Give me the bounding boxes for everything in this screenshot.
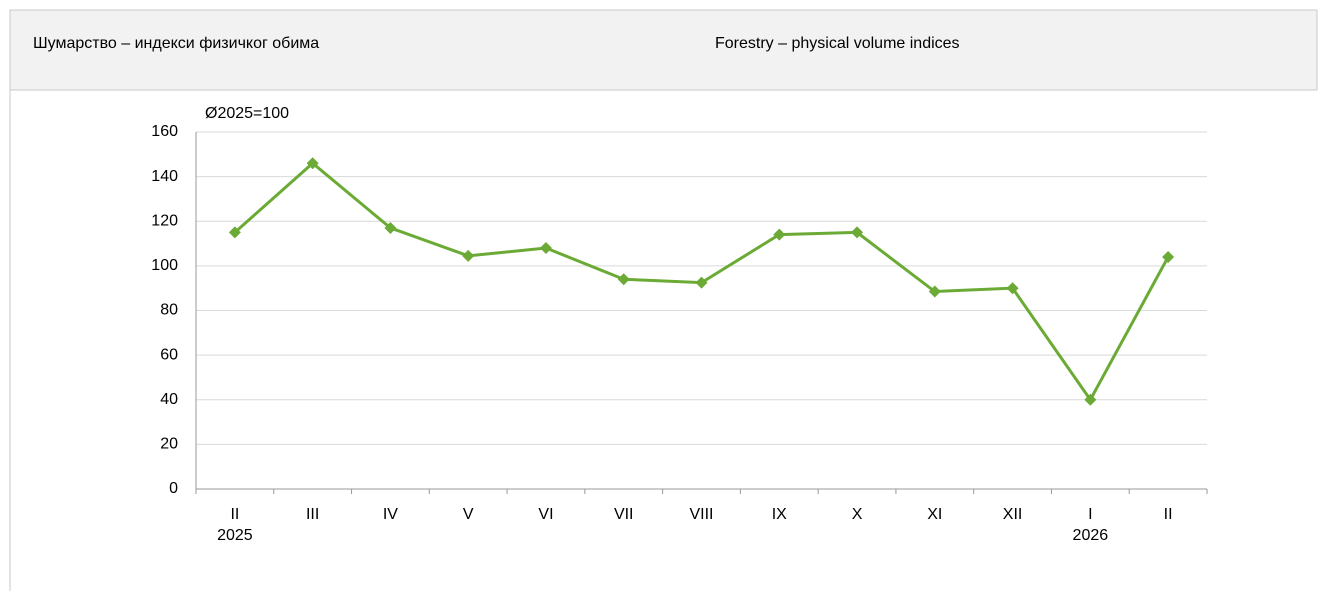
- point-marker: [228, 226, 241, 239]
- x-tick-label: V: [463, 506, 474, 523]
- x-tick-label: IX: [772, 506, 787, 523]
- point-marker: [539, 242, 552, 255]
- x-tick-label: III: [306, 506, 319, 523]
- x-tick-label: VI: [538, 506, 553, 523]
- x-tick-label: II: [230, 506, 239, 523]
- point-marker: [928, 285, 941, 298]
- point-marker: [695, 276, 708, 289]
- x-tick-label: XII: [1003, 506, 1023, 523]
- x-year-label: 2026: [1073, 527, 1109, 544]
- point-marker: [306, 157, 319, 170]
- point-marker: [384, 221, 397, 234]
- y-tick-label: 160: [151, 123, 178, 140]
- y-tick-label: 20: [160, 436, 178, 453]
- header-title-left: Шумарство – индекси физичког обима: [33, 35, 319, 52]
- y-tick-label: 80: [160, 302, 178, 319]
- x-tick-label: I: [1088, 506, 1092, 523]
- point-marker: [1162, 250, 1175, 263]
- y-axis-label: Ø2025=100: [205, 105, 289, 122]
- point-marker: [851, 226, 864, 239]
- x-tick-label: VII: [614, 506, 634, 523]
- point-marker: [617, 273, 630, 286]
- point-marker: [1006, 282, 1019, 295]
- x-tick-label: X: [852, 506, 863, 523]
- y-tick-label: 0: [169, 480, 178, 497]
- y-tick-label: 60: [160, 346, 178, 363]
- x-year-label: 2025: [217, 527, 253, 544]
- x-tick-label: XI: [927, 506, 942, 523]
- point-marker: [1084, 393, 1097, 406]
- y-tick-label: 40: [160, 391, 178, 408]
- y-tick-label: 100: [151, 257, 178, 274]
- x-tick-label: II: [1164, 506, 1173, 523]
- header-title-right: Forestry – physical volume indices: [715, 35, 960, 52]
- x-tick-label: VIII: [689, 506, 713, 523]
- point-marker: [462, 249, 475, 262]
- y-tick-label: 120: [151, 212, 178, 229]
- y-tick-label: 140: [151, 168, 178, 185]
- x-tick-label: IV: [383, 506, 398, 523]
- header-band: [9, 9, 1318, 91]
- point-marker: [773, 228, 786, 241]
